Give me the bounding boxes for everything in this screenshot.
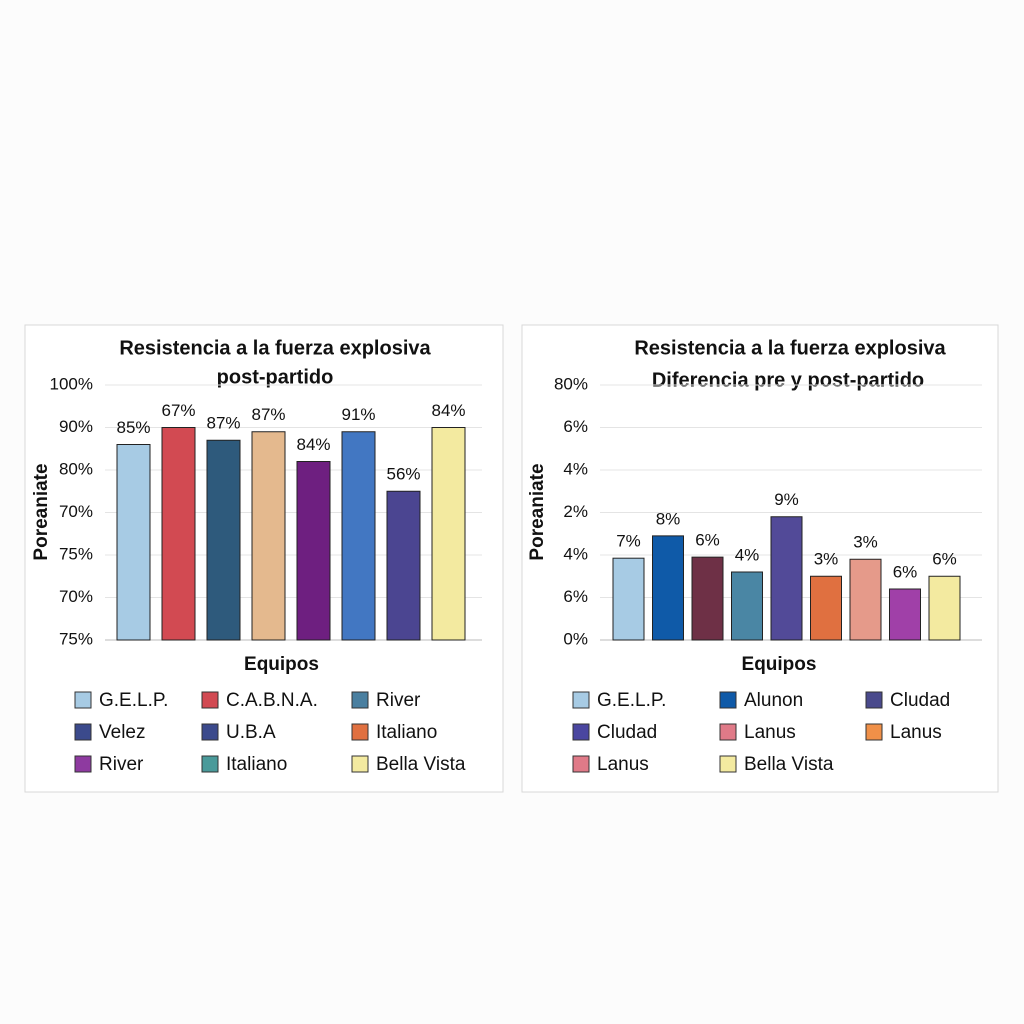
legend-swatch bbox=[201, 723, 219, 741]
legend-label: Lanus bbox=[744, 722, 796, 743]
legend-swatch bbox=[572, 723, 590, 741]
legend-label: Lanus bbox=[890, 722, 942, 743]
legend-label: Alunon bbox=[744, 690, 803, 711]
y-tick-label: 70% bbox=[59, 587, 93, 606]
bar-label: 87% bbox=[206, 414, 240, 433]
y-tick-label: 6% bbox=[563, 587, 588, 606]
legend-label: Bella Vista bbox=[376, 754, 466, 775]
legend-swatch bbox=[865, 723, 883, 741]
y-tick-label: 75% bbox=[59, 629, 93, 648]
panel bbox=[521, 324, 999, 793]
bar-label: 87% bbox=[251, 405, 285, 424]
legend-label: Italiano bbox=[376, 722, 437, 743]
legend-label: River bbox=[99, 754, 144, 775]
y-axis-label: Poreaniate bbox=[527, 463, 548, 560]
y-tick-label: 0% bbox=[563, 629, 588, 648]
legend-label: C.A.B.N.A. bbox=[226, 690, 318, 711]
bar bbox=[810, 575, 842, 641]
chart-title: Resistencia a la fuerza explosiva bbox=[634, 337, 946, 359]
chart-subtitle: Diferencia pre y post-partido bbox=[652, 369, 924, 391]
y-tick-label: 75% bbox=[59, 544, 93, 563]
legend-swatch bbox=[201, 691, 219, 709]
bar-label: 84% bbox=[431, 401, 465, 420]
legend-label: Velez bbox=[99, 722, 145, 743]
legend-swatch bbox=[351, 723, 369, 741]
legend-label: Cludad bbox=[890, 690, 950, 711]
bar-label: 4% bbox=[735, 545, 760, 564]
x-axis-label: Equipos bbox=[244, 654, 319, 675]
bar-label: 3% bbox=[853, 533, 878, 552]
y-axis-label: Poreaniate bbox=[31, 463, 52, 560]
bar bbox=[251, 431, 286, 641]
bar bbox=[691, 556, 724, 641]
bar bbox=[928, 575, 961, 641]
bar-label: 67% bbox=[161, 401, 195, 420]
y-tick-label: 80% bbox=[554, 374, 588, 393]
bar bbox=[849, 558, 882, 641]
bar-label: 56% bbox=[386, 465, 420, 484]
legend-label: Italiano bbox=[226, 754, 287, 775]
legend-label: Lanus bbox=[597, 754, 649, 775]
legend-label: Cludad bbox=[597, 722, 657, 743]
y-tick-label: 80% bbox=[59, 459, 93, 478]
bar bbox=[431, 427, 466, 641]
legend-label: Bella Vista bbox=[744, 754, 834, 775]
y-tick-label: 2% bbox=[563, 502, 588, 521]
legend-label: G.E.L.P. bbox=[99, 690, 168, 711]
bar bbox=[652, 535, 684, 641]
bar-label: 6% bbox=[932, 550, 957, 569]
legend-swatch bbox=[74, 723, 92, 741]
bar bbox=[206, 439, 241, 641]
x-axis-label: Equipos bbox=[742, 654, 817, 675]
legend-swatch bbox=[572, 691, 590, 709]
legend-swatch bbox=[351, 755, 369, 773]
legend-swatch bbox=[201, 755, 219, 773]
bar bbox=[770, 516, 803, 641]
bar-label: 91% bbox=[341, 405, 375, 424]
bar bbox=[386, 490, 421, 641]
bar bbox=[612, 557, 645, 641]
chart-subtitle: post-partido bbox=[217, 366, 334, 388]
bar bbox=[161, 427, 196, 641]
bar bbox=[341, 431, 376, 641]
legend-label: G.E.L.P. bbox=[597, 690, 666, 711]
y-tick-label: 70% bbox=[59, 502, 93, 521]
bar-label: 85% bbox=[116, 418, 150, 437]
bar-label: 9% bbox=[774, 490, 799, 509]
bar bbox=[116, 444, 151, 641]
bar-label: 6% bbox=[695, 531, 720, 550]
y-tick-label: 100% bbox=[50, 374, 93, 393]
bar-label: 3% bbox=[814, 550, 839, 569]
y-tick-label: 4% bbox=[563, 544, 588, 563]
legend-swatch bbox=[865, 691, 883, 709]
bar bbox=[296, 461, 331, 641]
bar-label: 6% bbox=[893, 562, 918, 581]
bar bbox=[731, 571, 763, 641]
legend-swatch bbox=[74, 755, 92, 773]
bar bbox=[889, 588, 921, 641]
bar-label: 8% bbox=[656, 509, 681, 528]
y-tick-label: 4% bbox=[563, 459, 588, 478]
legend-swatch bbox=[351, 691, 369, 709]
legend-label: U.B.A bbox=[226, 722, 276, 743]
y-tick-label: 90% bbox=[59, 417, 93, 436]
legend-swatch bbox=[572, 755, 590, 773]
legend-label: River bbox=[376, 690, 421, 711]
legend-swatch bbox=[719, 755, 737, 773]
legend-swatch bbox=[719, 691, 737, 709]
y-tick-label: 6% bbox=[563, 417, 588, 436]
bar-label: 84% bbox=[296, 435, 330, 454]
bar-label: 7% bbox=[616, 532, 641, 551]
legend-swatch bbox=[74, 691, 92, 709]
legend-swatch bbox=[719, 723, 737, 741]
chart-title: Resistencia a la fuerza explosiva bbox=[119, 337, 431, 359]
